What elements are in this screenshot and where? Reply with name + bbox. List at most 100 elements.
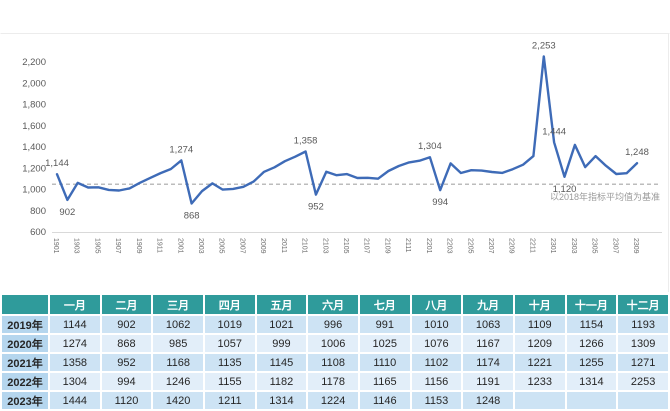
- table-cell: [616, 390, 670, 411]
- data-point-label: 1,304: [418, 141, 442, 152]
- table-cell: 999: [254, 333, 309, 354]
- x-axis-tick-label: 2211: [528, 238, 535, 253]
- y-axis-tick-label: 1,000: [22, 185, 46, 196]
- monthly-data-table: 一月 二月 三月 四月 五月 六月 七月 八月 九月 十月 十一月 十二月 2019年 1144 902 1…: [0, 293, 670, 411]
- data-point-label: 994: [432, 197, 448, 208]
- y-axis-tick-label: 1,200: [22, 163, 46, 174]
- data-point-label: 1,248: [625, 147, 649, 158]
- table-cell: 2253: [616, 371, 670, 392]
- table-cell: 1221: [512, 352, 567, 373]
- x-axis-tick-label: 2009: [259, 238, 266, 254]
- y-axis-tick-label: 1,400: [22, 142, 46, 153]
- x-axis-tick-label: 1905: [93, 238, 100, 254]
- table-header-month: 三月: [151, 293, 205, 316]
- table-cell: 994: [99, 371, 154, 392]
- table-cell: [512, 390, 567, 411]
- table-cell: 902: [99, 314, 154, 335]
- row-header-year: 2021年: [0, 352, 50, 373]
- table-cell: 1165: [357, 371, 412, 392]
- table-row: 2020年 1274 868 985 1057 999 1006 1025 1076 1167 12…: [0, 333, 670, 354]
- data-point-label: 1,274: [169, 144, 193, 155]
- table-cell: 1168: [151, 352, 205, 373]
- table-cell: 868: [99, 333, 154, 354]
- table-cell: 1156: [409, 371, 464, 392]
- table-cell: 1025: [357, 333, 412, 354]
- x-axis-tick-label: 2207: [487, 238, 494, 254]
- table-cell: 1314: [564, 371, 619, 392]
- data-point-label: 868: [184, 211, 200, 222]
- x-axis-tick-label: 2303: [570, 238, 577, 254]
- x-axis-tick-label: 2309: [632, 238, 639, 254]
- table-cell: 1006: [306, 333, 360, 354]
- table-cell: 1063: [461, 314, 515, 335]
- y-axis-tick-label: 2,200: [22, 57, 46, 68]
- table-cell: 1193: [616, 314, 670, 335]
- table-cell: 1233: [512, 371, 567, 392]
- table-cell: 1246: [151, 371, 205, 392]
- table-cell: 1420: [151, 390, 205, 411]
- y-axis-tick-label: 1,600: [22, 121, 46, 132]
- table-header-month: 十月: [512, 293, 567, 316]
- table-cell: 1209: [512, 333, 567, 354]
- table-cell: 1110: [357, 352, 412, 373]
- data-point-label: 1,144: [45, 158, 69, 169]
- table-cell: 985: [151, 333, 205, 354]
- x-axis-tick-label: 2011: [280, 238, 287, 253]
- table-header-month: 七月: [357, 293, 412, 316]
- table-cell: 1304: [48, 371, 102, 392]
- x-axis-tick-label: 2105: [342, 238, 349, 254]
- table-cell: 1444: [48, 390, 102, 411]
- x-axis-tick-label: 2305: [591, 238, 598, 254]
- table-cell: 1266: [564, 333, 619, 354]
- table-cell: 1182: [254, 371, 309, 392]
- table-header-month: 四月: [202, 293, 257, 316]
- x-axis-tick-label: 2209: [508, 238, 515, 254]
- table-cell: 1167: [461, 333, 515, 354]
- table-row: 2023年 1444 1120 1420 1211 1314 1224 1146 1153 124…: [0, 390, 670, 411]
- table-cell: 1153: [409, 390, 464, 411]
- table-cell: 1358: [48, 352, 102, 373]
- data-series-line: [55, 55, 639, 205]
- table-cell: 1155: [202, 371, 257, 392]
- table-cell: 1057: [202, 333, 257, 354]
- y-axis-tick-label: 800: [30, 206, 46, 217]
- y-axis-tick-label: 2,000: [22, 78, 46, 89]
- y-axis-tick-label: 600: [30, 227, 46, 238]
- table-cell: 1271: [616, 352, 670, 373]
- trend-chart-panel: 以2018年指标平均值为基准 600 800 1,000 1,200 1,400 1,600…: [0, 33, 670, 292]
- table-cell: 1010: [409, 314, 464, 335]
- table-cell: 1146: [357, 390, 412, 411]
- table-header-month: 五月: [254, 293, 309, 316]
- table-cell: 1062: [151, 314, 205, 335]
- table-cell: 1255: [564, 352, 619, 373]
- x-axis-tick-label: 1903: [73, 238, 80, 254]
- data-point-label: 2,253: [532, 40, 556, 51]
- x-axis-tick-label: 2101: [301, 238, 308, 254]
- table-cell: 1191: [461, 371, 515, 392]
- data-point-label: 902: [59, 207, 75, 218]
- x-axis-tick-label: 2005: [218, 238, 225, 254]
- x-axis-tick-label: 2109: [383, 238, 390, 254]
- x-axis-tick-label: 1911: [156, 238, 163, 253]
- table-header-month: 八月: [409, 293, 464, 316]
- y-axis-tick-label: 1,800: [22, 100, 46, 111]
- x-axis-tick-label: 2007: [238, 238, 245, 254]
- baseline-note: 以2018年指标平均值为基准: [550, 191, 660, 202]
- table-cell: 1309: [616, 333, 670, 354]
- table-cell: 952: [99, 352, 154, 373]
- table-cell: 1021: [254, 314, 309, 335]
- table-header-month: 六月: [306, 293, 360, 316]
- table-cell: 1144: [48, 314, 102, 335]
- data-point-label: 1,358: [294, 135, 318, 146]
- x-axis-tick-label: 2107: [363, 238, 370, 254]
- table-row: 2019年 1144 902 1062 1019 1021 996 991 1010 1063 11…: [0, 314, 670, 335]
- row-header-year: 2020年: [0, 333, 50, 354]
- table-cell: 1154: [564, 314, 619, 335]
- table-row: 2022年 1304 994 1246 1155 1182 1178 1165 1156 1191…: [0, 371, 670, 392]
- table-cell: [564, 390, 619, 411]
- table-header-row: 一月 二月 三月 四月 五月 六月 七月 八月 九月 十月 十一月 十二月: [0, 293, 670, 316]
- table-cell: 1174: [461, 352, 515, 373]
- table-cell: 1248: [461, 390, 515, 411]
- x-axis-tick-label: 2103: [321, 238, 328, 254]
